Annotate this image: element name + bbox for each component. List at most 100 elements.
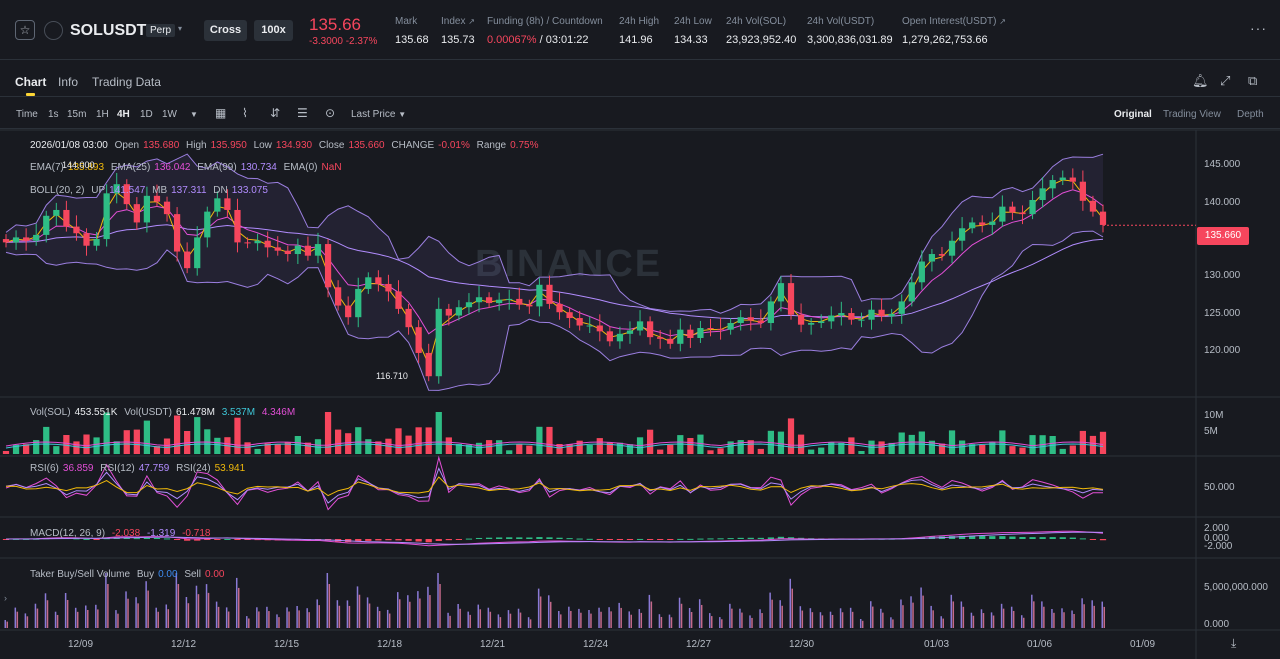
candle-body (254, 240, 261, 244)
volume-bar (163, 438, 171, 454)
taker-buy-bar (1081, 598, 1083, 628)
candle-body (707, 328, 714, 330)
interval-4h[interactable]: 4H (117, 109, 130, 120)
taker-sell-bar (56, 614, 59, 628)
interval-1h[interactable]: 1H (96, 109, 109, 120)
taker-sell-bar (982, 613, 985, 628)
taker-sell-bar (217, 606, 220, 628)
taker-sell-bar (187, 603, 190, 628)
taker-buy-bar (729, 603, 731, 628)
taker-sell-bar (539, 596, 542, 628)
alert-bell-icon[interactable]: 🔔︎ (1192, 73, 1209, 88)
index-info-icon[interactable]: ↗ (468, 17, 475, 26)
compare-icon[interactable]: ⇵ (270, 106, 281, 120)
macd-axis-label: 0.000 (1204, 533, 1230, 544)
macd-hist-bar (435, 539, 442, 541)
ema7-label: EMA(7) (30, 162, 64, 173)
candle-body (415, 327, 422, 353)
taker-sell-bar (1063, 612, 1065, 628)
volume-bar (73, 441, 80, 454)
stat-index: Index ↗ 135.73 (441, 16, 475, 46)
taker-buy-bar (276, 614, 278, 628)
taker-buy-bar (537, 588, 540, 628)
candle-body (868, 309, 875, 320)
volume-bar (808, 449, 815, 454)
view-tradingview[interactable]: Trading View (1163, 109, 1221, 120)
taker-buy-bar (900, 599, 902, 628)
interval-dropdown-icon[interactable]: ▼ (190, 110, 198, 119)
taker-sell-bar (731, 608, 733, 628)
macd-hist-bar (999, 536, 1006, 539)
taker-sell-bar (97, 609, 99, 628)
taker-sell-bar (912, 602, 914, 628)
interval-1w[interactable]: 1W (162, 109, 177, 120)
taker-sell-bar (751, 617, 753, 628)
macd-hist-bar (747, 537, 754, 539)
candle-body (184, 251, 191, 269)
candle-body (908, 282, 915, 302)
macd-hist-bar (626, 539, 634, 540)
reset-scale-icon[interactable]: ⤓ (1231, 636, 1237, 650)
taker-sell-bar (66, 600, 69, 628)
taker-buy-bar (628, 611, 630, 628)
candle-body (506, 298, 513, 300)
volume-bar (304, 442, 312, 454)
interval-15m[interactable]: 15m (67, 109, 87, 120)
more-options-icon[interactable]: ··· (1250, 20, 1267, 36)
symbol-name[interactable]: SOLUSDT (70, 22, 147, 39)
calendar-icon[interactable]: ▦ (215, 106, 227, 120)
fullscreen-icon[interactable]: ⤢ (1220, 73, 1231, 88)
stat-funding-label[interactable]: Funding (8h) / Countdown (487, 16, 603, 27)
view-original[interactable]: Original (1114, 109, 1152, 120)
interval-1d[interactable]: 1D (140, 109, 153, 120)
taker-buy-bar (1051, 609, 1053, 628)
popout-icon[interactable]: ⧉ (1248, 73, 1258, 88)
layout-icon[interactable]: ⊙ (325, 106, 336, 120)
stat-oi-label[interactable]: Open Interest(USDT) (902, 16, 997, 27)
stat-vol-sol-label: 24h Vol(SOL) (726, 16, 787, 27)
taker-buy-bar (608, 607, 610, 628)
taker-buy-bar (44, 593, 47, 628)
candle-body (113, 184, 120, 194)
oi-info-icon[interactable]: ↗ (999, 17, 1006, 26)
interval-1s[interactable]: 1s (48, 109, 59, 120)
taker-buy-bar (668, 614, 671, 628)
collapse-panel-icon[interactable]: › (4, 593, 7, 603)
volume-bar (334, 429, 342, 454)
candle-body (808, 323, 815, 325)
margin-mode-button[interactable]: Cross (204, 20, 247, 41)
view-depth[interactable]: Depth (1237, 109, 1264, 120)
indicator-icon[interactable]: ⌇ (242, 106, 248, 120)
favorite-star-icon[interactable]: ☆ (15, 20, 35, 40)
tab-trading-data[interactable]: Trading Data (92, 75, 161, 89)
taker-sell-bar (358, 594, 361, 628)
interval-time[interactable]: Time (16, 109, 38, 120)
macd-legend: MACD(12, 26, 9) -2.038 -1.319 -0.718 (30, 528, 214, 539)
volume-bar (214, 437, 221, 454)
price-source-select[interactable]: Last Price ▼ (351, 109, 406, 120)
ohlc-open-label: Open (114, 140, 140, 151)
macd-hist-bar (566, 538, 573, 540)
volume-bar (475, 442, 483, 454)
taker-buy-bar (175, 573, 178, 628)
candle-body (375, 277, 382, 284)
tab-chart[interactable]: Chart (15, 75, 47, 89)
candle-body (767, 301, 775, 324)
taker-buy-bar (286, 607, 288, 628)
taker-buy-bar (1031, 594, 1033, 628)
tab-info[interactable]: Info (58, 75, 79, 89)
taker-buy-bar (1061, 608, 1063, 628)
stat-index-label[interactable]: Index (441, 16, 466, 27)
date-axis-label: 12/18 (377, 639, 403, 650)
candle-body (485, 297, 493, 304)
taker-sell-bar (338, 605, 341, 628)
settings-sliders-icon[interactable]: ☰ (297, 106, 308, 120)
symbol-dropdown-caret-icon[interactable]: ▾ (178, 24, 183, 33)
taker-sell-bar (489, 611, 492, 628)
volume-bar (83, 434, 90, 454)
volume-bar (858, 451, 865, 454)
leverage-button[interactable]: 100x (254, 20, 293, 41)
volume-bar (365, 439, 372, 454)
boll-legend: BOLL(20, 2) UP 141.547 MB 137.311 DN 133.07… (30, 185, 272, 196)
